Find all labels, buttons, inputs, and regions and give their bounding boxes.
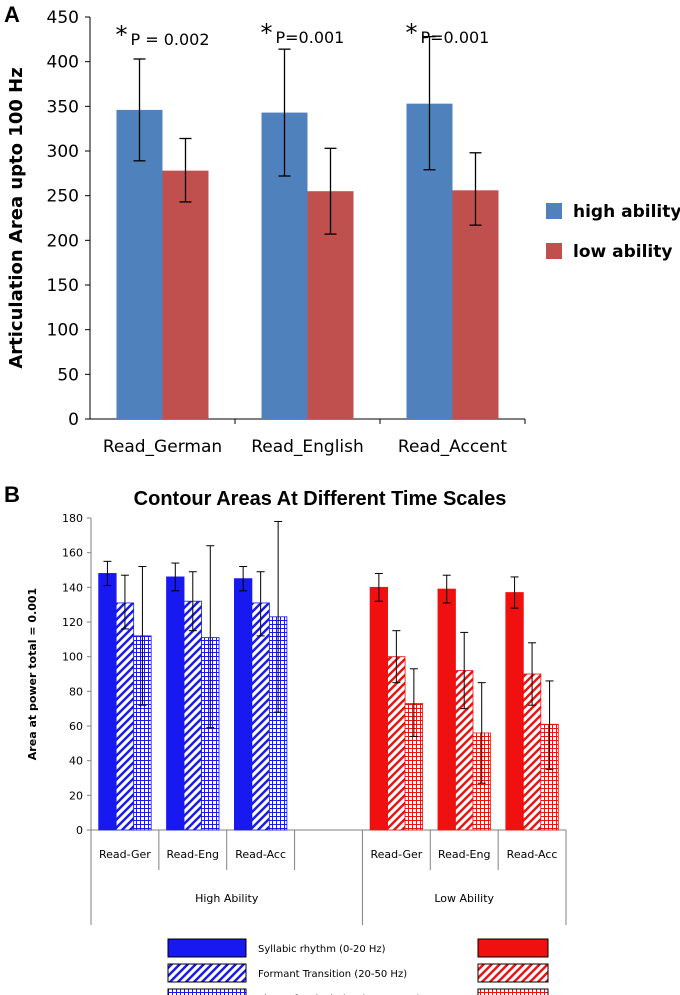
- group-label: High Ability: [195, 892, 259, 905]
- bar: [505, 592, 524, 831]
- x-category-label: Read_Accent: [398, 437, 507, 457]
- x-category-label: Read-Ger: [370, 848, 422, 861]
- legend-swatch: [546, 243, 562, 259]
- y-tick-label: 100: [62, 651, 83, 664]
- chart-a: 0 50 100 150 200 250 300 350 400 450 Read_German Re…: [6, 8, 680, 457]
- panel-a-label: A: [4, 2, 20, 27]
- y-tick-label: 400: [47, 53, 79, 73]
- bar: [452, 190, 499, 419]
- legend-swatch-low: [477, 988, 549, 995]
- bar: [251, 602, 270, 831]
- y-tick-label: 50: [57, 365, 79, 385]
- x-category-label: Read-Eng: [167, 848, 220, 861]
- x-category-label: Read-Eng: [438, 848, 491, 861]
- y-axis-title: Area at power total = 0.001: [26, 588, 39, 760]
- y-tick-label: 120: [62, 616, 83, 629]
- y-tick-label: 0: [76, 824, 83, 837]
- p-value-label: P = 0.002: [131, 30, 210, 49]
- bar: [233, 578, 253, 831]
- significance-star: *: [406, 19, 418, 47]
- p-value-label: P=0.001: [421, 28, 490, 47]
- significance-star: *: [261, 19, 273, 47]
- y-tick-label: 250: [47, 187, 79, 207]
- bar: [183, 600, 202, 831]
- y-tick-label: 200: [47, 231, 79, 251]
- bar: [369, 586, 389, 831]
- y-tick-label: 140: [62, 581, 83, 594]
- x-category-label: Read-Acc: [235, 848, 286, 861]
- group-label: Low Ability: [434, 892, 494, 905]
- y-tick-label: 350: [47, 97, 79, 117]
- bar: [98, 573, 117, 831]
- x-category-label: Read_English: [251, 437, 364, 457]
- y-axis-title: Articulation Area upto 100 Hz: [6, 67, 27, 368]
- panel-b-label: B: [4, 482, 20, 507]
- bar: [115, 602, 135, 831]
- legend-label: Syllabic rhythm (0-20 Hz): [258, 944, 386, 955]
- y-tick-label: 100: [47, 321, 79, 341]
- legend-swatch-high: [167, 938, 247, 958]
- x-category-label: Read-Ger: [99, 848, 151, 861]
- legend-label: Formant Transition (20-50 Hz): [258, 969, 407, 980]
- y-tick-label: 80: [69, 685, 83, 698]
- legend-swatch-high: [167, 963, 247, 983]
- p-value-label: P=0.001: [276, 28, 345, 47]
- y-tick-label: 0: [68, 410, 79, 430]
- y-tick-label: 150: [47, 276, 79, 296]
- x-category-label: Read-Acc: [507, 848, 558, 861]
- y-tick-label: 160: [62, 547, 83, 560]
- legend-label: high ability: [573, 202, 680, 222]
- x-category-label: Read_German: [103, 437, 222, 457]
- significance-star: *: [116, 21, 128, 49]
- bar: [166, 576, 185, 831]
- y-tick-label: 300: [47, 142, 79, 162]
- bar: [162, 170, 209, 419]
- legend-swatch-low: [477, 963, 549, 983]
- y-tick-label: 40: [69, 755, 83, 768]
- y-tick-label: 60: [69, 720, 83, 733]
- y-tick-label: 450: [47, 8, 79, 28]
- legend-swatch-high: [167, 988, 247, 995]
- chart-b-title: Contour Areas At Different Time Scales: [134, 488, 507, 510]
- y-tick-label: 180: [62, 512, 83, 525]
- chart-b: Contour Areas At Different Time Scales 0 2…: [26, 488, 567, 995]
- legend-label: low ability: [573, 242, 672, 262]
- bar: [437, 588, 456, 831]
- legend-swatch: [546, 203, 562, 219]
- legend-swatch-low: [477, 938, 549, 958]
- y-tick-label: 20: [69, 789, 83, 802]
